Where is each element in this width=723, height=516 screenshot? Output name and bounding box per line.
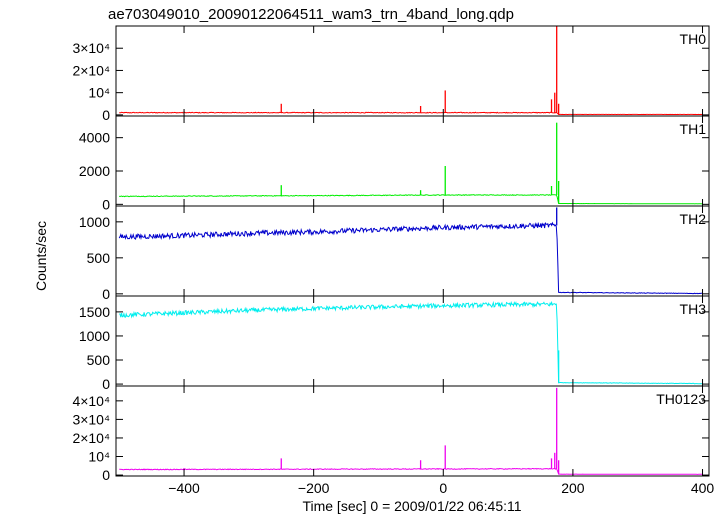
panel-frame [115,25,710,117]
x-tick-label: −200 [298,480,330,496]
y-tick-label: 0 [102,196,110,212]
y-axis-label: Counts/sec [33,221,49,291]
y-tick-label: 500 [87,250,111,266]
y-tick-label: 3×10⁴ [72,411,110,427]
panel-th0: 0 10⁴ 2×10⁴ 3×10⁴ TH0 [72,25,710,123]
panel-label-th0123: TH0123 [656,391,706,407]
y-tick-label: 2×10⁴ [72,62,110,78]
panel-frame [115,115,710,207]
x-axis-label: Time [sec] 0 = 2009/01/22 06:45:11 [302,498,521,514]
panel-label-th2: TH2 [680,211,707,227]
series-line-th0123 [119,467,703,475]
y-tick-label: 0 [102,107,110,123]
series-line-th2 [118,221,703,295]
panel-label-th0: TH0 [680,31,707,47]
panels-group: 0 10⁴ 2×10⁴ 3×10⁴ TH0 0 2000 4000 TH1 0 500 1000 TH2… [72,25,710,483]
panel-th2: 0 500 1000 TH2 [79,205,710,302]
y-tick-label: 4×10⁴ [72,393,110,409]
panel-frame [115,205,710,297]
panel-frame [115,295,710,387]
series-line-th0 [119,111,703,116]
panel-label-th1: TH1 [680,121,707,137]
y-tick-label: 0 [102,286,110,302]
y-tick-label: 10⁴ [88,449,110,465]
y-tick-label: 4000 [79,130,110,146]
panel-th3: 0 500 1000 1500 TH3 [79,295,710,392]
y-tick-label: 3×10⁴ [72,40,110,56]
series-line-th1 [118,194,703,205]
y-tick-label: 2000 [79,163,110,179]
x-tick-label: 0 [439,480,447,496]
panel-frame [115,385,710,477]
y-tick-label: 1500 [79,304,110,320]
panel-th0123: 0 10⁴ 2×10⁴ 3×10⁴ 4×10⁴ TH0123 [72,385,710,483]
x-tick-label: −400 [168,480,200,496]
y-tick-label: 1000 [79,328,110,344]
y-tick-label: 0 [102,467,110,483]
y-tick-label: 500 [87,352,111,368]
chart-title: ae703049010_20090122064511_wam3_trn_4ban… [108,6,514,23]
y-tick-label: 10⁴ [88,85,110,101]
x-axis-ticks: −400 −200 0 200 400 [168,480,714,496]
panel-th1: 0 2000 4000 TH1 [79,115,710,212]
y-tick-label: 1000 [79,214,110,230]
y-tick-label: 2×10⁴ [72,430,110,446]
y-tick-label: 0 [102,376,110,392]
panel-label-th3: TH3 [680,301,707,317]
x-tick-label: 400 [691,480,715,496]
series-line-th3 [119,300,703,385]
x-tick-label: 200 [561,480,585,496]
